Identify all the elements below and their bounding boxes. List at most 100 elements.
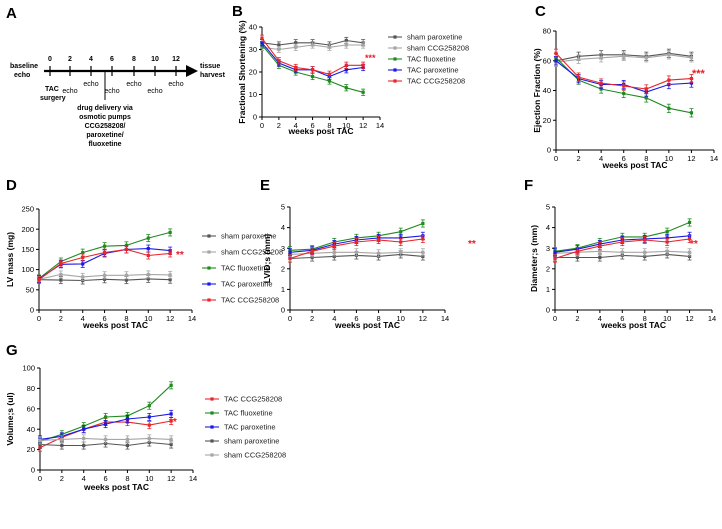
legend-swatch-marker [207,282,211,286]
data-point [81,255,85,260]
x-tick-label: 0 [553,314,557,323]
data-point [553,250,557,254]
legend-swatch-marker [207,266,211,270]
y-tick-label: 40 [249,23,257,32]
data-point [125,437,130,441]
data-point [599,56,603,60]
data-point [260,36,264,40]
y-axis-title: Fractional Shortening (%) [237,20,247,124]
y-tick-label: 20 [249,68,257,77]
y-tick-label: 2 [546,264,550,273]
data-point [344,63,348,67]
data-point [294,45,298,49]
legend: sham paroxetine sham CCG258208 TAC fluoxet… [388,33,469,86]
y-tick-label: 1 [281,285,285,294]
data-point [665,249,669,253]
data-point [146,253,150,258]
data-point [667,106,671,110]
legend-label: TAC fluoxetine [224,409,273,418]
legend-label: TAC fluoxetine [407,55,456,64]
data-point [554,51,558,55]
timeline-start-label-2: echo [14,72,30,79]
data-point [332,250,336,254]
tac-label-2: surgery [40,95,66,102]
data-point [169,383,173,387]
x-tick-label: 6 [622,154,626,163]
x-tick-label: 8 [643,314,647,323]
data-point [102,273,107,277]
tac-label-1: TAC [45,86,59,93]
x-tick-label: 14 [441,314,449,323]
timeline-week-label: 10 [151,56,159,63]
data-point [147,404,151,408]
data-point [124,243,129,247]
x-tick-label: 12 [685,314,693,323]
drug-label-5: fluoxetine [88,141,121,148]
x-axis-title: weeks post TAC [83,482,149,492]
data-point [125,417,130,421]
x-tick-label: 10 [144,314,152,323]
data-point [60,437,64,441]
y-tick-label: 0 [281,306,285,315]
data-point [260,41,264,45]
panel-letter: D [6,177,17,194]
y-tick-label: 4 [546,223,550,232]
timeline-week-label: 2 [68,56,72,63]
data-point [665,236,669,240]
x-tick-label: 12 [419,314,427,323]
data-point [38,438,42,443]
data-point [81,262,85,266]
data-point [575,255,580,260]
data-point [147,440,151,445]
echo-label: echo [83,81,98,88]
data-point [553,256,557,261]
x-tick-label: 10 [342,121,350,130]
data-point [344,86,348,90]
legend: TAC CCG258208 TAC fluoxetine TAC paroxetin… [205,395,286,460]
x-axis-title: weeks post TAC [82,320,148,330]
x-tick-label: 14 [708,314,716,323]
legend-swatch-marker [207,234,211,238]
data-point [147,423,151,427]
y-tick-label: 0 [31,466,35,475]
drug-label-1: drug delivery via [77,105,133,112]
data-point [599,81,603,85]
data-point [667,53,671,57]
y-axis-title: Diameter;s (mm) [529,225,539,292]
x-tick-label: 8 [124,314,128,323]
data-point [689,111,694,115]
legend-label: TAC CCG258208 [407,77,465,86]
data-point [310,43,315,47]
y-tick-label: 40 [27,425,35,434]
x-tick-label: 14 [189,474,197,483]
legend-swatch-marker [393,68,397,72]
data-point [421,237,425,241]
data-point [344,43,348,47]
series-tac-ccg258208 [554,48,694,94]
significance-stars: ** [468,239,476,250]
data-point [689,77,694,81]
y-tick-label: 200 [21,225,34,234]
data-point [277,43,281,47]
data-point [146,236,150,240]
series-tac-ccg258208 [37,245,173,284]
legend-swatch-marker [393,57,397,61]
data-point [687,237,692,241]
data-point [147,415,151,419]
data-point [169,437,173,441]
data-point [421,250,425,254]
timeline-arrowhead [186,65,198,77]
data-point [59,278,63,282]
x-tick-label: 0 [554,154,558,163]
data-point [421,254,425,259]
x-tick-label: 14 [376,121,384,130]
series-sham-ccg258208 [38,434,174,445]
legend-swatch-marker [393,79,397,83]
y-tick-label: 20 [27,445,35,454]
y-tick-label: 2 [281,264,285,273]
data-point [146,246,150,251]
y-tick-label: 4 [281,223,285,232]
legend-label: sham CCG258208 [221,248,283,257]
